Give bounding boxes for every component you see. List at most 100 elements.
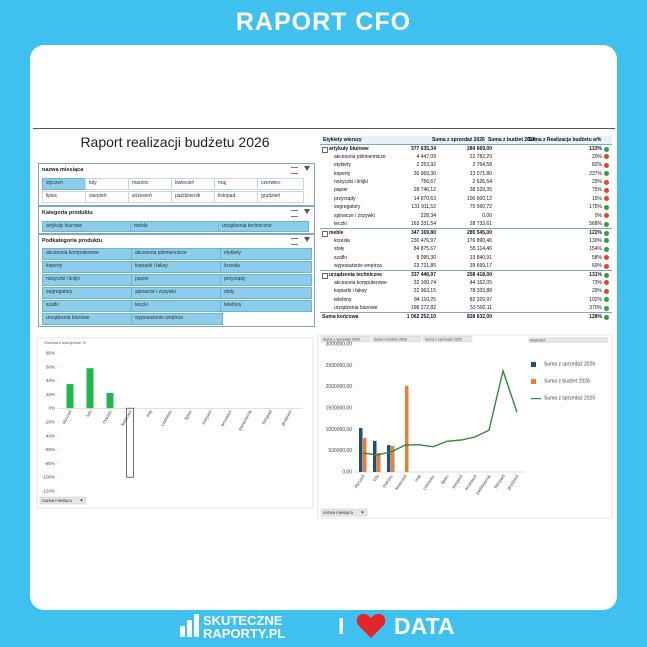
row-label: Suma końcowa [322, 314, 359, 321]
slicer-button[interactable]: krzesła [220, 261, 312, 273]
report-title: Raport realizacji budżetu 2026 [80, 134, 270, 150]
chart-frame [317, 334, 613, 519]
pivot-row: urządzenia biurowe 198 272,82 53 592,11 370… [320, 304, 612, 312]
budget-cell: 75 560,72 [469, 204, 492, 211]
slicer-button[interactable]: stoły [220, 287, 312, 299]
budget-cell: 285 545,00 [466, 230, 492, 237]
bar [405, 385, 409, 472]
status-indicator [604, 255, 609, 261]
pivot-row: etykiety 2 253,92 2 764,58 82% [320, 161, 612, 169]
x-tick-label: lipiec [183, 409, 193, 421]
slicer-button[interactable]: urządzenia techniczne [218, 221, 309, 232]
slicer-button[interactable]: czerwiec [257, 178, 304, 190]
slogan-start: I [338, 613, 344, 639]
budget-cell: 82 329,97 [469, 296, 492, 303]
pivot-row: teczki 163 331,54 28 733,61 568% [320, 220, 612, 228]
x-tick-label: lipiec [440, 473, 450, 485]
clear-filter-icon [304, 166, 310, 171]
row-label: etykiety [334, 162, 351, 169]
sales-cell: 1 062 252,10 [406, 314, 436, 321]
pct-cell: 130% [589, 237, 602, 244]
budget-cell: 100 600,12 [466, 195, 492, 202]
header-title: RAPORT CFO [235, 8, 412, 36]
budget-cell: 284 669,00 [466, 146, 492, 153]
row-label: nożyczki i linijki [334, 179, 368, 185]
x-tick-label: luty [85, 409, 93, 418]
slicer-title: Podkategoria produktu [42, 238, 103, 244]
bar [86, 368, 94, 409]
legend-swatch [531, 362, 536, 367]
sales-cell: 14 970,63 [413, 195, 436, 202]
bar [106, 393, 114, 409]
slicer-button[interactable]: marzec [128, 178, 175, 190]
status-indicator [604, 238, 609, 244]
sales-cell: 163 331,54 [410, 221, 436, 227]
slicer-button[interactable]: luty [85, 178, 132, 190]
slicer-button[interactable]: styczeń [42, 178, 89, 190]
slicer-title: Kategoria produktu [42, 210, 93, 216]
status-indicator [604, 154, 609, 160]
bar [359, 428, 363, 472]
pct-cell: 73% [591, 279, 602, 286]
pivot-row: przyrządy 14 970,63 100 600,12 15% [320, 195, 612, 203]
sales-cell: 84 110,25 [414, 296, 436, 303]
x-tick-label: luty [372, 473, 381, 482]
slicer-button[interactable]: etykiety [220, 248, 312, 260]
pivot-row: telefony 84 110,25 82 329,97 102% [320, 296, 612, 304]
slicer-button[interactable]: przyrządy [220, 274, 312, 286]
collapse-icon [322, 231, 328, 238]
slicer-button[interactable]: akcesoria piśmiennicze [131, 248, 223, 260]
row-label: spinacze i zszywki [334, 212, 375, 219]
row-label: segregatory [334, 204, 361, 211]
filter-button[interactable]: nazwa miesiąca [320, 508, 368, 517]
bar [363, 437, 367, 472]
status-indicator [604, 213, 609, 219]
x-tick-label: maj [414, 474, 422, 483]
pivot-row: akcesoria piśmiennicze 4 447,09 22 782,29 2… [320, 153, 612, 161]
field-tab [371, 335, 422, 343]
sales-cell: 4 447,09 [416, 153, 436, 160]
status-indicator [604, 315, 609, 321]
row-label: kopiarki i faksy [334, 288, 367, 295]
multiselect-icon [291, 238, 298, 245]
slicer: nazwa miesiąca styczeń luty marzec kwiecień m… [38, 163, 315, 206]
pct-cell: 82% [591, 162, 602, 169]
row-label: szafki [334, 254, 347, 261]
row-label: krzesła [334, 237, 350, 244]
y-tick-label: 60% [46, 364, 55, 369]
slicer-button[interactable]: wyposażenie wnętrza [131, 313, 223, 325]
slogan-end: DATA [394, 613, 454, 639]
slicer-button[interactable]: kwiecień [171, 178, 218, 190]
bar [377, 453, 381, 472]
pct-cell: 60% [591, 263, 602, 269]
slicer-button[interactable]: lipiec [42, 191, 89, 203]
dropdown-arrow [80, 499, 83, 502]
multiselect-icon [291, 210, 298, 217]
pivot-row: papier 28 746,12 38 529,35 75% [320, 186, 612, 194]
legend-label: Suma z sprzedaż 2026 [544, 362, 595, 368]
budget-cell: 22 782,29 [469, 153, 492, 160]
footer-logo: SKUTECZNE RAPORTY.PL [180, 613, 285, 641]
slicer-button[interactable]: telefony [220, 300, 312, 312]
pivot-row: akcesoria komputerowe 32 100,74 44 162,05 7… [320, 279, 612, 287]
pct-cell: 75% [591, 187, 602, 194]
column-header: Suma z sprzedaż 2026 [432, 137, 485, 143]
sales-cell: 84 875,67 [413, 246, 436, 253]
y-tick-label: 0,00 [342, 470, 352, 476]
filter-button-label: nazwa miesiąca [323, 510, 353, 515]
slicer-button[interactable]: koperty [42, 261, 134, 273]
bar [126, 407, 134, 478]
slicer-button[interactable]: grudzień [257, 191, 304, 203]
sales-cell: 228,34 [420, 212, 436, 219]
pct-cell: 133% [589, 146, 602, 153]
status-indicator [604, 196, 609, 202]
budget-cell: 39 699,17 [469, 263, 492, 269]
filter-button[interactable]: nazwa miesiąca [39, 496, 87, 505]
slicer-button[interactable]: teczki [131, 300, 223, 312]
chart-title: Średnia z odchylenie % [44, 340, 86, 345]
slicer-button[interactable]: wrzesień [128, 191, 175, 203]
row-label: artykuły biurowe [329, 146, 369, 153]
slicer: Podkategoria produktu akcesoria komputero… [38, 234, 315, 327]
